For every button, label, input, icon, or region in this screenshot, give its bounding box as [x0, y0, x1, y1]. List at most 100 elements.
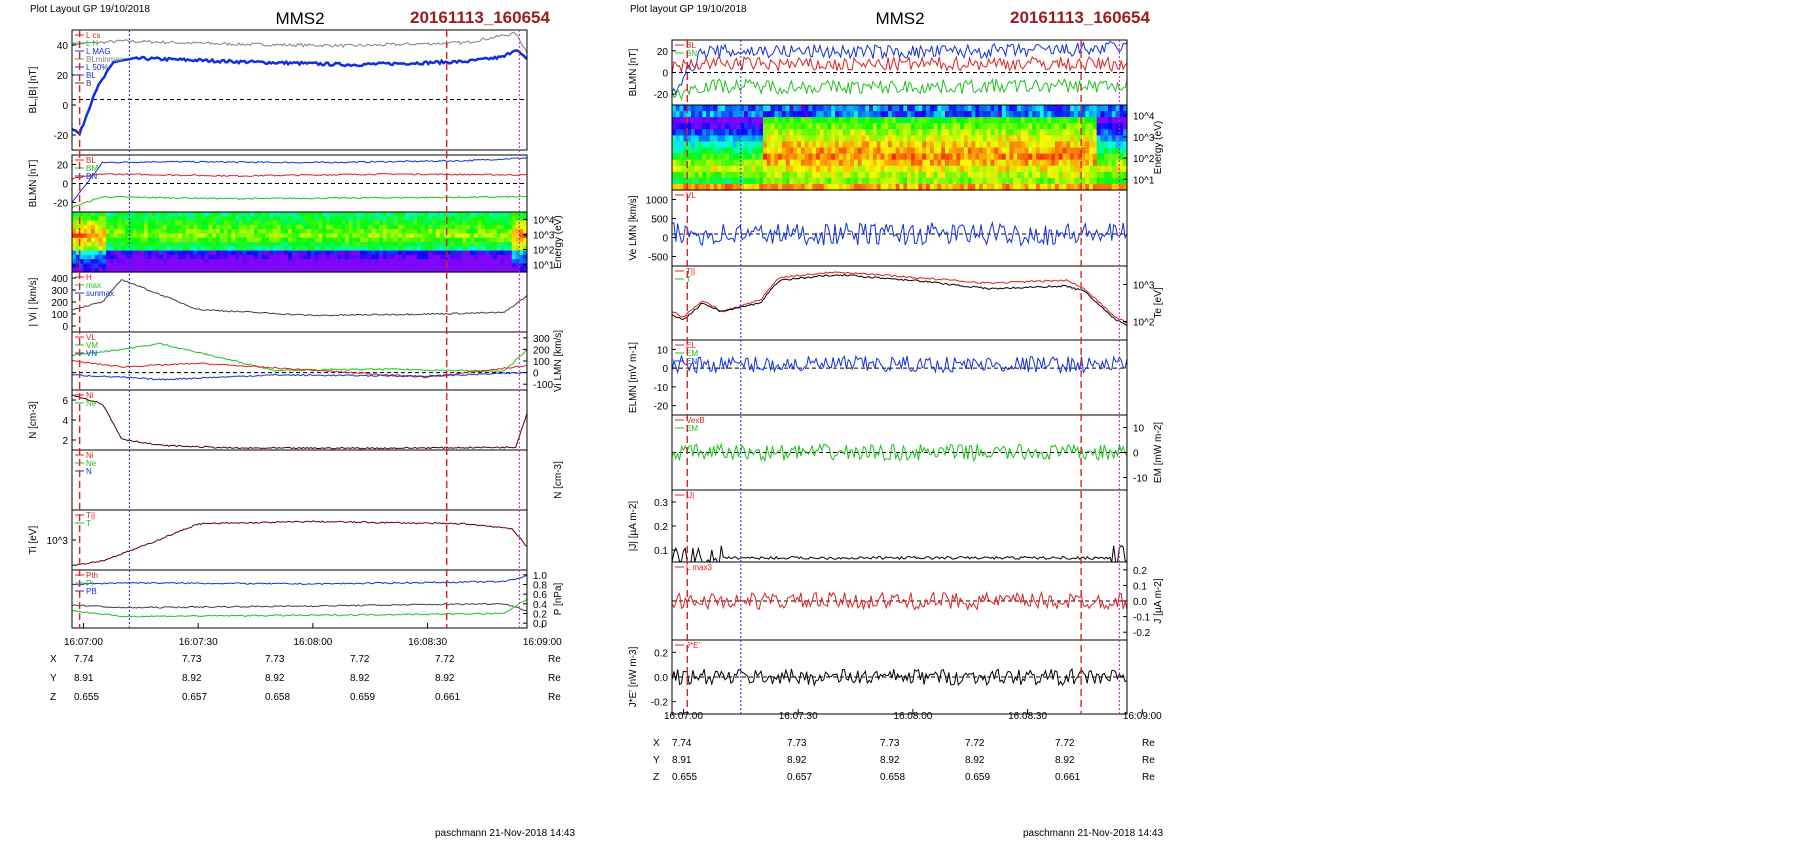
panel-frame — [71, 389, 528, 451]
ylabel: BL,|B| [nT] — [28, 66, 39, 113]
series-line-2 — [71, 195, 528, 209]
ytick-label: 20 — [657, 47, 669, 58]
panel-frame — [671, 265, 1128, 341]
legend-entry: BN — [686, 49, 697, 58]
legend-entry: BLminmax — [86, 55, 124, 64]
ephemeris-unit: Re — [548, 692, 561, 703]
legend-entry: VM — [86, 341, 98, 350]
ytick-label: 100 — [51, 310, 68, 321]
ytick-label: 0 — [662, 234, 668, 245]
ephemeris-value: 7.72 — [350, 654, 370, 665]
time-tick-label: 16:07:00 — [664, 711, 703, 722]
ytick-label: 0 — [662, 69, 668, 80]
legend-entry: T — [86, 519, 91, 528]
series-line-0 — [671, 590, 1128, 611]
ephemeris-value: 7.73 — [265, 654, 285, 665]
ytick-label: 0.0 — [533, 619, 547, 630]
legend-entry: Ne — [86, 399, 97, 408]
time-tick-label: 16:08:00 — [893, 711, 932, 722]
series-line-1 — [71, 49, 528, 137]
legend-entry: PB — [86, 587, 97, 596]
legend-entry: |J| — [686, 491, 694, 500]
ephemeris-value: 8.92 — [435, 673, 455, 684]
time-tick-label: 16:07:30 — [779, 711, 818, 722]
ytick-label: 400 — [51, 274, 68, 285]
time-tick-label: 16:09:00 — [523, 637, 562, 648]
ytick-label: 2 — [62, 436, 68, 447]
ytick-label: -20 — [54, 199, 69, 210]
ephemeris-value: 7.73 — [787, 738, 807, 749]
legend-entry: J*E' — [686, 641, 700, 650]
panel-electron-temperature: 10^3 10^2Te [eV] T||T — [671, 265, 1164, 341]
series-line-1 — [71, 602, 528, 612]
time-tick-label: 16:09:00 — [1123, 711, 1162, 722]
ytick-label: 0.0 — [1133, 597, 1147, 608]
panel-Ve-LMN: 1000 500 0 -500 Ve LMN [km/s] VL — [628, 189, 1128, 267]
ephemeris-unit: Re — [1142, 738, 1155, 749]
ytick-label: 0.2 — [654, 648, 668, 659]
ephemeris-value: 8.91 — [74, 673, 94, 684]
ephemeris-value: 0.657 — [182, 692, 207, 703]
series-line-0 — [71, 574, 528, 586]
panel-frame — [671, 489, 1128, 563]
legend-entry: EM — [686, 349, 698, 358]
ephemeris-value: 7.72 — [1055, 738, 1075, 749]
chart-column-1: Plot Layout GP 19/10/2018 MMS2 20161113_16… — [28, 4, 575, 839]
ylabel: J [µA m-2] — [1153, 578, 1164, 623]
layout-label: Plot layout GP 19/10/2018 — [630, 4, 747, 15]
ytick-label: -0.2 — [1133, 628, 1151, 639]
ytick-label: -20 — [654, 402, 669, 413]
series-line-2 — [71, 598, 528, 618]
ytick-label: 10^4 — [533, 216, 555, 227]
ylabel: | Vi | [km/s] — [28, 277, 39, 326]
ephemeris-unit: Re — [548, 673, 561, 684]
layout-label: Plot Layout GP 19/10/2018 — [30, 4, 150, 15]
time-tick-label: 16:07:00 — [64, 637, 103, 648]
legend-entry: Ni — [86, 451, 94, 460]
ylabel: EM [mW m-2] — [1153, 422, 1164, 483]
legend-entry: L max3 — [686, 563, 712, 572]
legend-entry: L MAG — [86, 47, 111, 56]
ytick-label: -10 — [1133, 474, 1148, 485]
legend-entry: Ni — [86, 391, 94, 400]
event-id: 20161113_160654 — [1010, 8, 1150, 27]
ephemeris-row-label: Z — [50, 692, 56, 703]
legend-entry: BL — [86, 156, 96, 165]
ephemeris-value: 0.661 — [1055, 772, 1080, 783]
ytick-label: 20 — [57, 161, 69, 172]
series-line-0 — [71, 342, 528, 373]
ephemeris-value: 0.661 — [435, 692, 460, 703]
ylabel: Ti [eV] — [28, 526, 39, 555]
ytick-label: 10 — [1133, 424, 1145, 435]
author-footer: paschmann 21-Nov-2018 14:43 — [1023, 828, 1164, 839]
ylabel: P [nPa] — [553, 582, 564, 615]
series-line-0 — [71, 31, 528, 54]
panel-ion-temperature: 10^3 Ti [eV] T||T — [28, 509, 528, 571]
legend-entry: T|| — [686, 267, 695, 276]
ytick-label: 0.2 — [1133, 566, 1147, 577]
ephemeris-row-label: X — [50, 654, 57, 665]
ephemeris-unit: Re — [1142, 755, 1155, 766]
ephemeris-row-label: Y — [50, 673, 57, 684]
series-line-2 — [71, 371, 528, 381]
panel-JdotE: 0.2 0.0 -0.2 J*E' [nW m-3] J*E' — [628, 639, 1128, 715]
ytick-label: -0.2 — [651, 698, 669, 709]
ylabel: |J| [µA m-2] — [628, 501, 639, 552]
ephemeris-value: 0.657 — [787, 772, 812, 783]
chart-column-2: Plot layout GP 19/10/2018 MMS2 20161113_16… — [628, 4, 1164, 839]
ylabel: N [cm-3] — [28, 401, 39, 439]
legend-entry: BL — [86, 71, 96, 80]
ephemeris-value: 8.92 — [1055, 755, 1075, 766]
ephemeris-row-label: Z — [653, 772, 659, 783]
legend-entry: BN — [86, 172, 97, 181]
ytick-label: 1.0 — [533, 571, 547, 582]
ytick-label: 10^1 — [1133, 175, 1155, 186]
ytick-label: 0.4 — [533, 600, 547, 611]
ytick-label: 0 — [533, 369, 539, 380]
